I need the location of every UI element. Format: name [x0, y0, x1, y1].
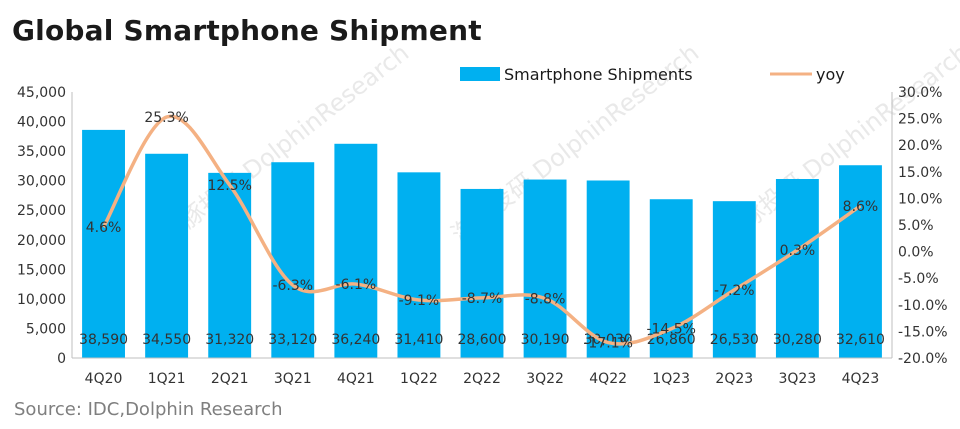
left-tick-label: 30,000	[17, 174, 66, 190]
bar-label: 30,280	[773, 332, 822, 348]
bar-1Q23	[649, 199, 693, 358]
bar-2Q21	[208, 172, 252, 358]
left-tick-label: 0	[57, 351, 66, 367]
bar-1Q22	[397, 172, 441, 358]
bar-label: 38,590	[79, 332, 128, 348]
right-tick-label: 20.0%	[898, 138, 942, 154]
left-tick-label: 40,000	[17, 115, 66, 131]
yoy-label: -17.1%	[583, 336, 633, 352]
yoy-line-series	[102, 114, 862, 346]
legend-swatch-shipments	[460, 67, 500, 81]
x-tick-label: 2Q21	[211, 371, 249, 387]
x-tick-label: 3Q22	[526, 371, 564, 387]
legend: Smartphone Shipments yoy	[460, 65, 845, 84]
yoy-label: -14.5%	[646, 322, 696, 338]
right-tick-label: -5.0%	[898, 271, 939, 287]
left-tick-label: 25,000	[17, 203, 66, 219]
yoy-label: -7.2%	[714, 283, 755, 299]
yoy-line	[102, 114, 862, 346]
bar-label: 31,320	[205, 332, 254, 348]
x-tick-label: 2Q23	[715, 371, 753, 387]
legend-label-shipments: Smartphone Shipments	[504, 65, 693, 84]
bar-1Q21	[145, 153, 189, 358]
bar-4Q20	[82, 129, 125, 358]
bar-series	[82, 129, 882, 358]
x-tick-label: 1Q22	[400, 371, 438, 387]
right-tick-label: 25.0%	[898, 112, 942, 128]
bar-3Q23	[775, 179, 819, 358]
bar-3Q21	[271, 162, 315, 358]
yoy-label: -9.1%	[399, 293, 440, 309]
bar-label: 32,610	[836, 332, 885, 348]
yoy-label: -8.7%	[462, 291, 503, 307]
yoy-label: 25.3%	[144, 110, 188, 126]
yoy-label: 0.3%	[780, 243, 816, 259]
source-note: Source: IDC,Dolphin Research	[14, 399, 283, 420]
x-tick-label: 4Q23	[842, 371, 880, 387]
right-tick-label: -10.0%	[898, 298, 948, 314]
left-tick-label: 10,000	[17, 292, 66, 308]
x-tick-label: 1Q21	[148, 371, 186, 387]
chart-title: Global Smartphone Shipment	[12, 14, 482, 47]
yoy-label: 12.5%	[207, 178, 251, 194]
x-tick-label: 3Q21	[274, 371, 312, 387]
bar-2Q22	[460, 188, 504, 358]
x-axis: 4Q20 1Q21 2Q21 3Q21 4Q21 1Q22 2Q22 3Q22 4Q22 1Q23…	[72, 357, 892, 387]
x-tick-label: 4Q22	[589, 371, 627, 387]
bar-label: 26,530	[710, 332, 759, 348]
right-tick-label: 0.0%	[898, 245, 934, 261]
x-tick-label: 3Q23	[779, 371, 817, 387]
right-tick-label: -15.0%	[898, 324, 948, 340]
x-tick-label: 2Q22	[463, 371, 501, 387]
legend-label-yoy: yoy	[816, 65, 845, 84]
bar-3Q22	[523, 179, 567, 358]
left-tick-label: 35,000	[17, 144, 66, 160]
bar-label: 28,600	[458, 332, 507, 348]
left-axis: 0 5,000 10,000 15,000 20,000 25,000 30,000 35,0…	[17, 85, 73, 367]
bar-label: 26,860	[647, 332, 696, 348]
yoy-label: 4.6%	[86, 220, 122, 236]
right-tick-label: 10.0%	[898, 191, 942, 207]
bar-label: 30,190	[521, 332, 570, 348]
left-tick-label: 45,000	[17, 85, 66, 101]
yoy-data-labels: 4.6% 25.3% 12.5% -6.3% -6.1% -9.1% -8.7% -8.8% -…	[86, 110, 879, 352]
bar-data-labels: 38,590 34,550 31,320 33,120 36,240 31,410 28,6…	[79, 332, 885, 348]
yoy-label: -8.8%	[525, 291, 566, 307]
bar-4Q23	[839, 165, 882, 358]
yoy-label: -6.1%	[336, 277, 377, 293]
right-tick-label: 5.0%	[898, 218, 934, 234]
right-tick-label: 30.0%	[898, 85, 942, 101]
right-tick-label: -20.0%	[898, 351, 948, 367]
bar-label: 31,410	[394, 332, 443, 348]
yoy-label: 8.6%	[843, 199, 879, 215]
left-tick-label: 15,000	[17, 262, 66, 278]
bar-4Q21	[334, 143, 378, 358]
bar-label: 34,550	[142, 332, 191, 348]
right-axis: 30.0% 25.0% 20.0% 15.0% 10.0% 5.0% 0.0% -5.0% -1…	[891, 85, 948, 367]
x-tick-label: 4Q20	[85, 371, 123, 387]
bar-label: 33,120	[268, 332, 317, 348]
bar-label: 36,240	[331, 332, 380, 348]
left-tick-label: 5,000	[26, 321, 66, 337]
x-tick-label: 1Q23	[652, 371, 690, 387]
bar-4Q22	[586, 180, 630, 358]
right-tick-label: 15.0%	[898, 165, 942, 181]
yoy-label: -6.3%	[272, 278, 313, 294]
left-tick-label: 20,000	[17, 233, 66, 249]
x-tick-label: 4Q21	[337, 371, 375, 387]
